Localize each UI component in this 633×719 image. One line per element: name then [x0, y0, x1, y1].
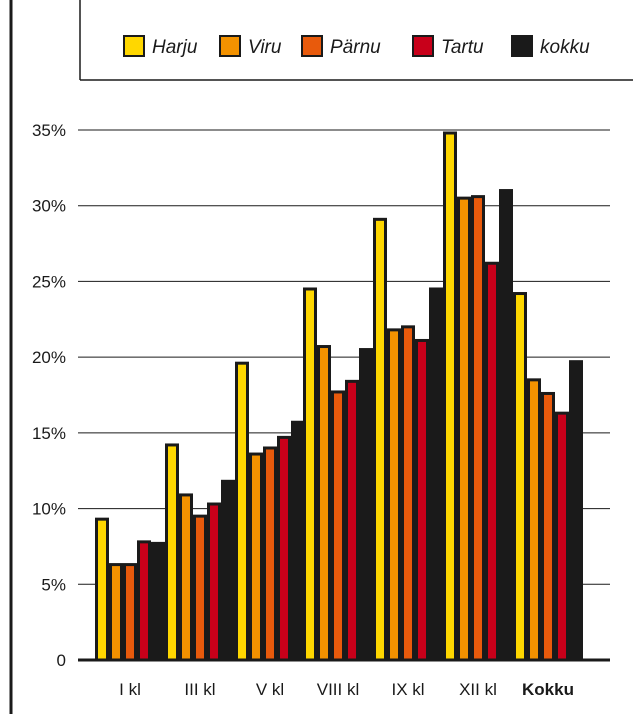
bar-harju-viii-kl	[303, 287, 317, 660]
bar-viru-i-kl	[109, 563, 123, 660]
bar-kokku-kokku	[569, 360, 583, 660]
y-tick-label: 25%	[32, 272, 66, 291]
y-tick-label: 35%	[32, 121, 66, 140]
bar-viru-iii-kl	[179, 493, 193, 660]
y-tick-label: 20%	[32, 348, 66, 367]
legend-swatch	[301, 35, 323, 57]
bar-tartu-iii-kl	[207, 502, 221, 660]
bar-kokku-i-kl	[151, 541, 165, 660]
legend-label: Viru	[248, 37, 282, 58]
legend-swatch	[511, 35, 533, 57]
bar-tartu-i-kl	[137, 540, 151, 660]
bar-viru-v-kl	[249, 452, 263, 660]
bar-kokku-iii-kl	[221, 479, 235, 660]
y-tick-label: 10%	[32, 500, 66, 519]
bar-pärnu-viii-kl	[331, 390, 345, 660]
bar-kokku-xii-kl	[499, 189, 513, 661]
bar-kokku-ix-kl	[429, 287, 443, 660]
legend	[79, 0, 633, 81]
legend-label: Tartu	[441, 37, 484, 58]
x-axis-labels: I kl III kl V kl VIII kl IX kl XII kl Kokku	[119, 680, 574, 699]
bar-pärnu-i-kl	[123, 563, 137, 660]
x-tick-label: Kokku	[522, 680, 574, 699]
legend-items: Harju Viru Pärnu Tartu kokku	[123, 35, 590, 58]
x-tick-label: III kl	[184, 680, 215, 699]
legend-label: Harju	[152, 37, 198, 58]
y-tick-label: 30%	[32, 197, 66, 216]
bars	[95, 131, 583, 661]
legend-item-viru: Viru	[219, 35, 282, 58]
bar-harju-ix-kl	[373, 217, 387, 661]
legend-label: kokku	[540, 37, 590, 58]
x-tick-label: VIII kl	[317, 680, 360, 699]
bar-harju-v-kl	[235, 361, 249, 660]
bar-harju-kokku	[513, 292, 527, 660]
bar-tartu-v-kl	[277, 435, 291, 660]
bar-tartu-xii-kl	[485, 261, 499, 660]
y-tick-label: 15%	[32, 424, 66, 443]
legend-item-tartu: Tartu	[412, 35, 484, 58]
bar-pärnu-iii-kl	[193, 514, 207, 660]
bar-tartu-ix-kl	[415, 338, 429, 660]
bar-harju-i-kl	[95, 517, 109, 660]
legend-swatch	[219, 35, 241, 57]
y-axis-ticks: 0 5% 10% 15% 20% 25% 30% 35%	[32, 121, 66, 670]
bar-harju-xii-kl	[443, 131, 457, 660]
legend-swatch	[412, 35, 434, 57]
x-tick-label: IX kl	[391, 680, 424, 699]
legend-item-harju: Harju	[123, 35, 198, 58]
bar-pärnu-v-kl	[263, 446, 277, 660]
bar-kokku-v-kl	[291, 420, 305, 660]
legend-swatch	[123, 35, 145, 57]
bar-viru-ix-kl	[387, 328, 401, 660]
bar-harju-iii-kl	[165, 443, 179, 660]
legend-item-kokku: kokku	[511, 35, 590, 58]
bar-pärnu-kokku	[541, 391, 555, 660]
x-tick-label: I kl	[119, 680, 141, 699]
bar-tartu-viii-kl	[345, 379, 359, 660]
y-tick-label: 0	[57, 651, 66, 670]
bar-viru-xii-kl	[457, 196, 471, 660]
bar-pärnu-ix-kl	[401, 325, 415, 660]
x-tick-label: XII kl	[459, 680, 497, 699]
bar-pärnu-xii-kl	[471, 195, 485, 660]
bar-viru-viii-kl	[317, 345, 331, 660]
bar-kokku-viii-kl	[359, 348, 373, 660]
legend-label: Pärnu	[330, 37, 381, 58]
bar-viru-kokku	[527, 378, 541, 660]
x-tick-label: V kl	[256, 680, 284, 699]
legend-item-pärnu: Pärnu	[301, 35, 381, 58]
bar-tartu-kokku	[555, 411, 569, 660]
y-tick-label: 5%	[41, 575, 66, 594]
